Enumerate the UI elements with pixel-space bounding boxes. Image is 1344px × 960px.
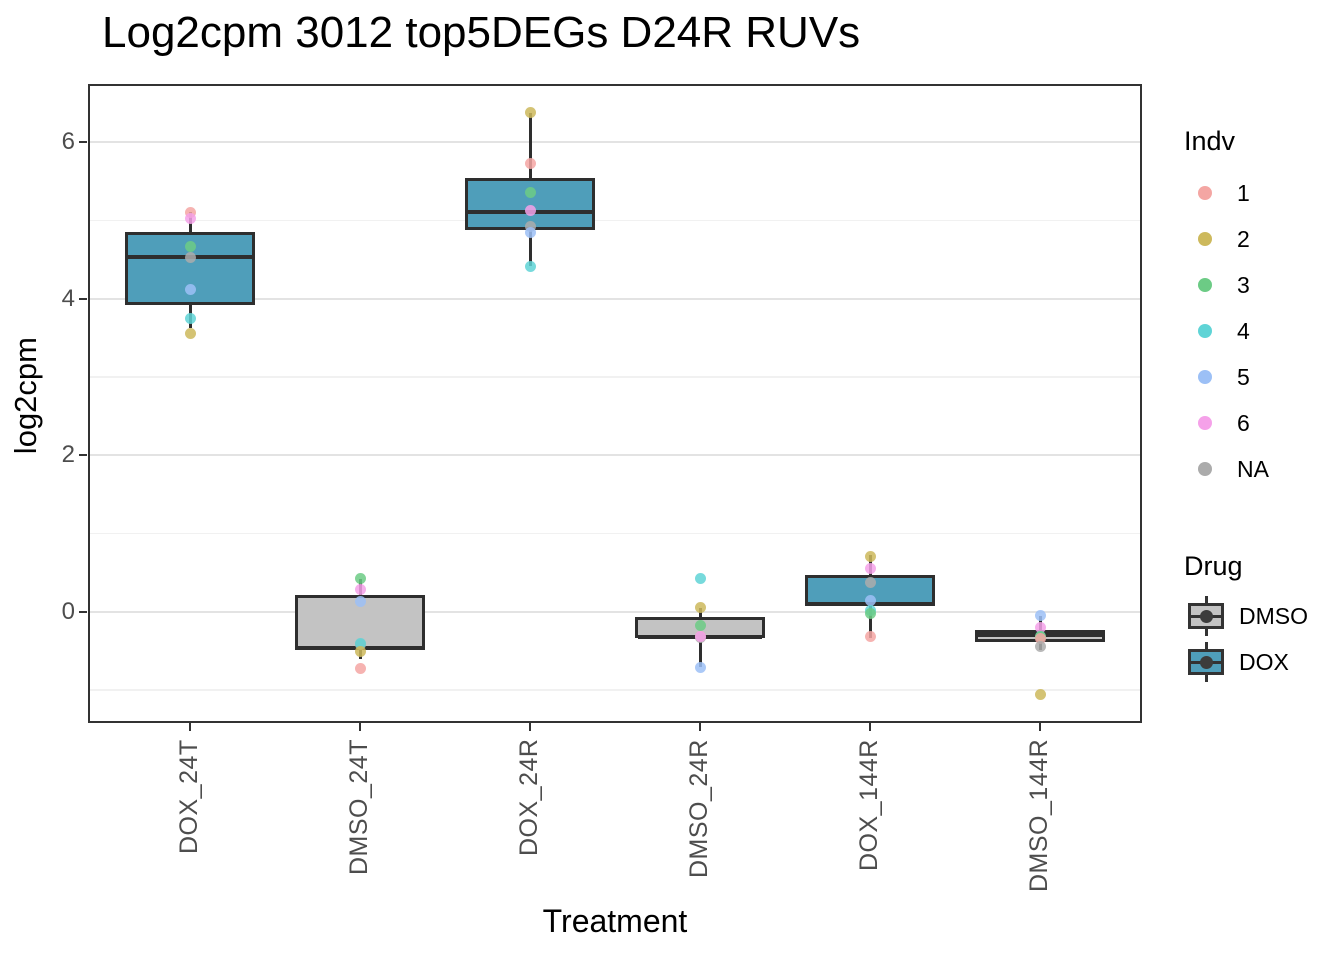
data-point-indv5 [354,596,366,608]
y-tick-label: 4 [61,284,75,312]
data-point-indv5 [524,226,536,238]
data-point-indv3 [864,607,876,619]
legend-point-swatch [1198,278,1212,292]
y-tick [79,297,87,300]
data-point-indv4 [354,637,366,649]
data-point-indv2 [354,646,366,658]
x-tick-label-DOX_144R: DOX_144R [855,739,883,871]
data-point-indvNA [864,576,876,588]
data-point-indv6 [1034,621,1046,633]
legend-item-label: 1 [1237,179,1250,206]
gridline-major [88,297,1142,300]
data-point-indv6 [694,631,706,643]
x-tick-label-DMSO_144R: DMSO_144R [1025,739,1053,893]
data-point-indvNA [184,251,196,263]
legend-item-indv-2: 2 [1198,216,1250,262]
data-point-indv3 [524,186,536,198]
data-point-indv1 [184,206,196,218]
data-point-indv3 [694,619,706,631]
y-tick [79,140,87,143]
data-point-indv6 [184,213,196,225]
legend-swatch-dot [1199,609,1213,623]
legend-swatch-dot [1199,655,1213,669]
data-point-indv2 [1034,688,1046,700]
legend-item-indv-3: 3 [1198,262,1250,308]
legend-item-indv-5: 5 [1198,354,1250,400]
gridline-major [88,610,1142,613]
gridline-minor [88,219,1142,221]
legend-point-swatch [1198,232,1212,246]
data-point-indv6 [524,205,536,217]
y-tick-label: 2 [61,441,75,469]
x-tick [529,723,531,731]
gridline-minor [88,532,1142,535]
legend-indv-title: Indv [1184,126,1236,156]
legend-item-indv-1: 1 [1198,170,1250,216]
legend-item-drug-DOX: DOX [1187,639,1289,685]
legend-item-label: NA [1237,455,1269,482]
data-point-indv2 [864,551,876,563]
data-point-indv5 [184,284,196,296]
legend-item-label: 6 [1237,409,1250,436]
data-point-indv1 [354,663,366,675]
data-point-indvNA [1034,640,1046,652]
data-point-indv2 [694,602,706,614]
data-point-indv1 [524,157,536,169]
legend-item-indv-6: 6 [1198,400,1250,446]
legend-item-indv-NA: NA [1198,446,1269,492]
x-tick-label-DMSO_24T: DMSO_24T [345,739,373,875]
legend-item-label: DMSO [1239,602,1308,629]
y-tick [79,454,87,457]
legend-item-drug-DMSO: DMSO [1187,593,1308,639]
legend-point-swatch [1198,324,1212,338]
gridline-minor [88,689,1142,691]
x-tick-label-DOX_24T: DOX_24T [175,739,203,854]
legend-item-label: 5 [1237,363,1250,390]
data-point-indv6 [354,583,366,595]
y-tick-label: 0 [61,597,75,625]
plot-panel [88,84,1142,723]
data-point-indv3 [184,240,196,252]
data-point-indv1 [864,631,876,643]
x-axis-title: Treatment [542,903,688,939]
legend-item-label: 3 [1237,271,1250,298]
legend-drug-title: Drug [1184,551,1243,581]
legend-boxplot-swatch [1187,594,1225,638]
y-axis-title: log2cpm [8,337,43,455]
data-point-indv4 [694,573,706,585]
gridline-minor [88,376,1142,378]
legend-point-swatch [1198,416,1212,430]
y-tick [79,610,87,613]
data-point-indv5 [694,661,706,673]
legend-item-label: DOX [1239,648,1289,675]
gridline-major [88,454,1142,457]
legend-point-swatch [1198,462,1212,476]
x-tick [189,723,191,731]
data-point-indv5 [1034,610,1046,622]
legend-boxplot-swatch [1187,640,1225,684]
data-point-indv2 [184,328,196,340]
x-tick [359,723,361,731]
x-tick [869,723,871,731]
legend-item-indv-4: 4 [1198,308,1250,354]
legend-item-label: 2 [1237,225,1250,252]
data-point-indv2 [524,107,536,119]
data-point-indv5 [864,595,876,607]
chart-title: Log2cpm 3012 top5DEGs D24R RUVs [102,8,861,57]
gridline-major [88,140,1142,143]
data-point-indv3 [354,573,366,585]
data-point-indv1 [1034,632,1046,644]
legend-point-swatch [1198,370,1212,384]
data-point-indv4 [184,313,196,325]
y-tick-label: 6 [61,127,75,155]
x-tick [699,723,701,731]
data-point-indv4 [524,260,536,272]
legend-item-label: 4 [1237,317,1250,344]
x-tick-label-DOX_24R: DOX_24R [515,739,543,857]
legend-point-swatch [1198,186,1212,200]
data-point-indv6 [864,563,876,575]
x-tick [1039,723,1041,731]
x-tick-label-DMSO_24R: DMSO_24R [685,739,713,878]
